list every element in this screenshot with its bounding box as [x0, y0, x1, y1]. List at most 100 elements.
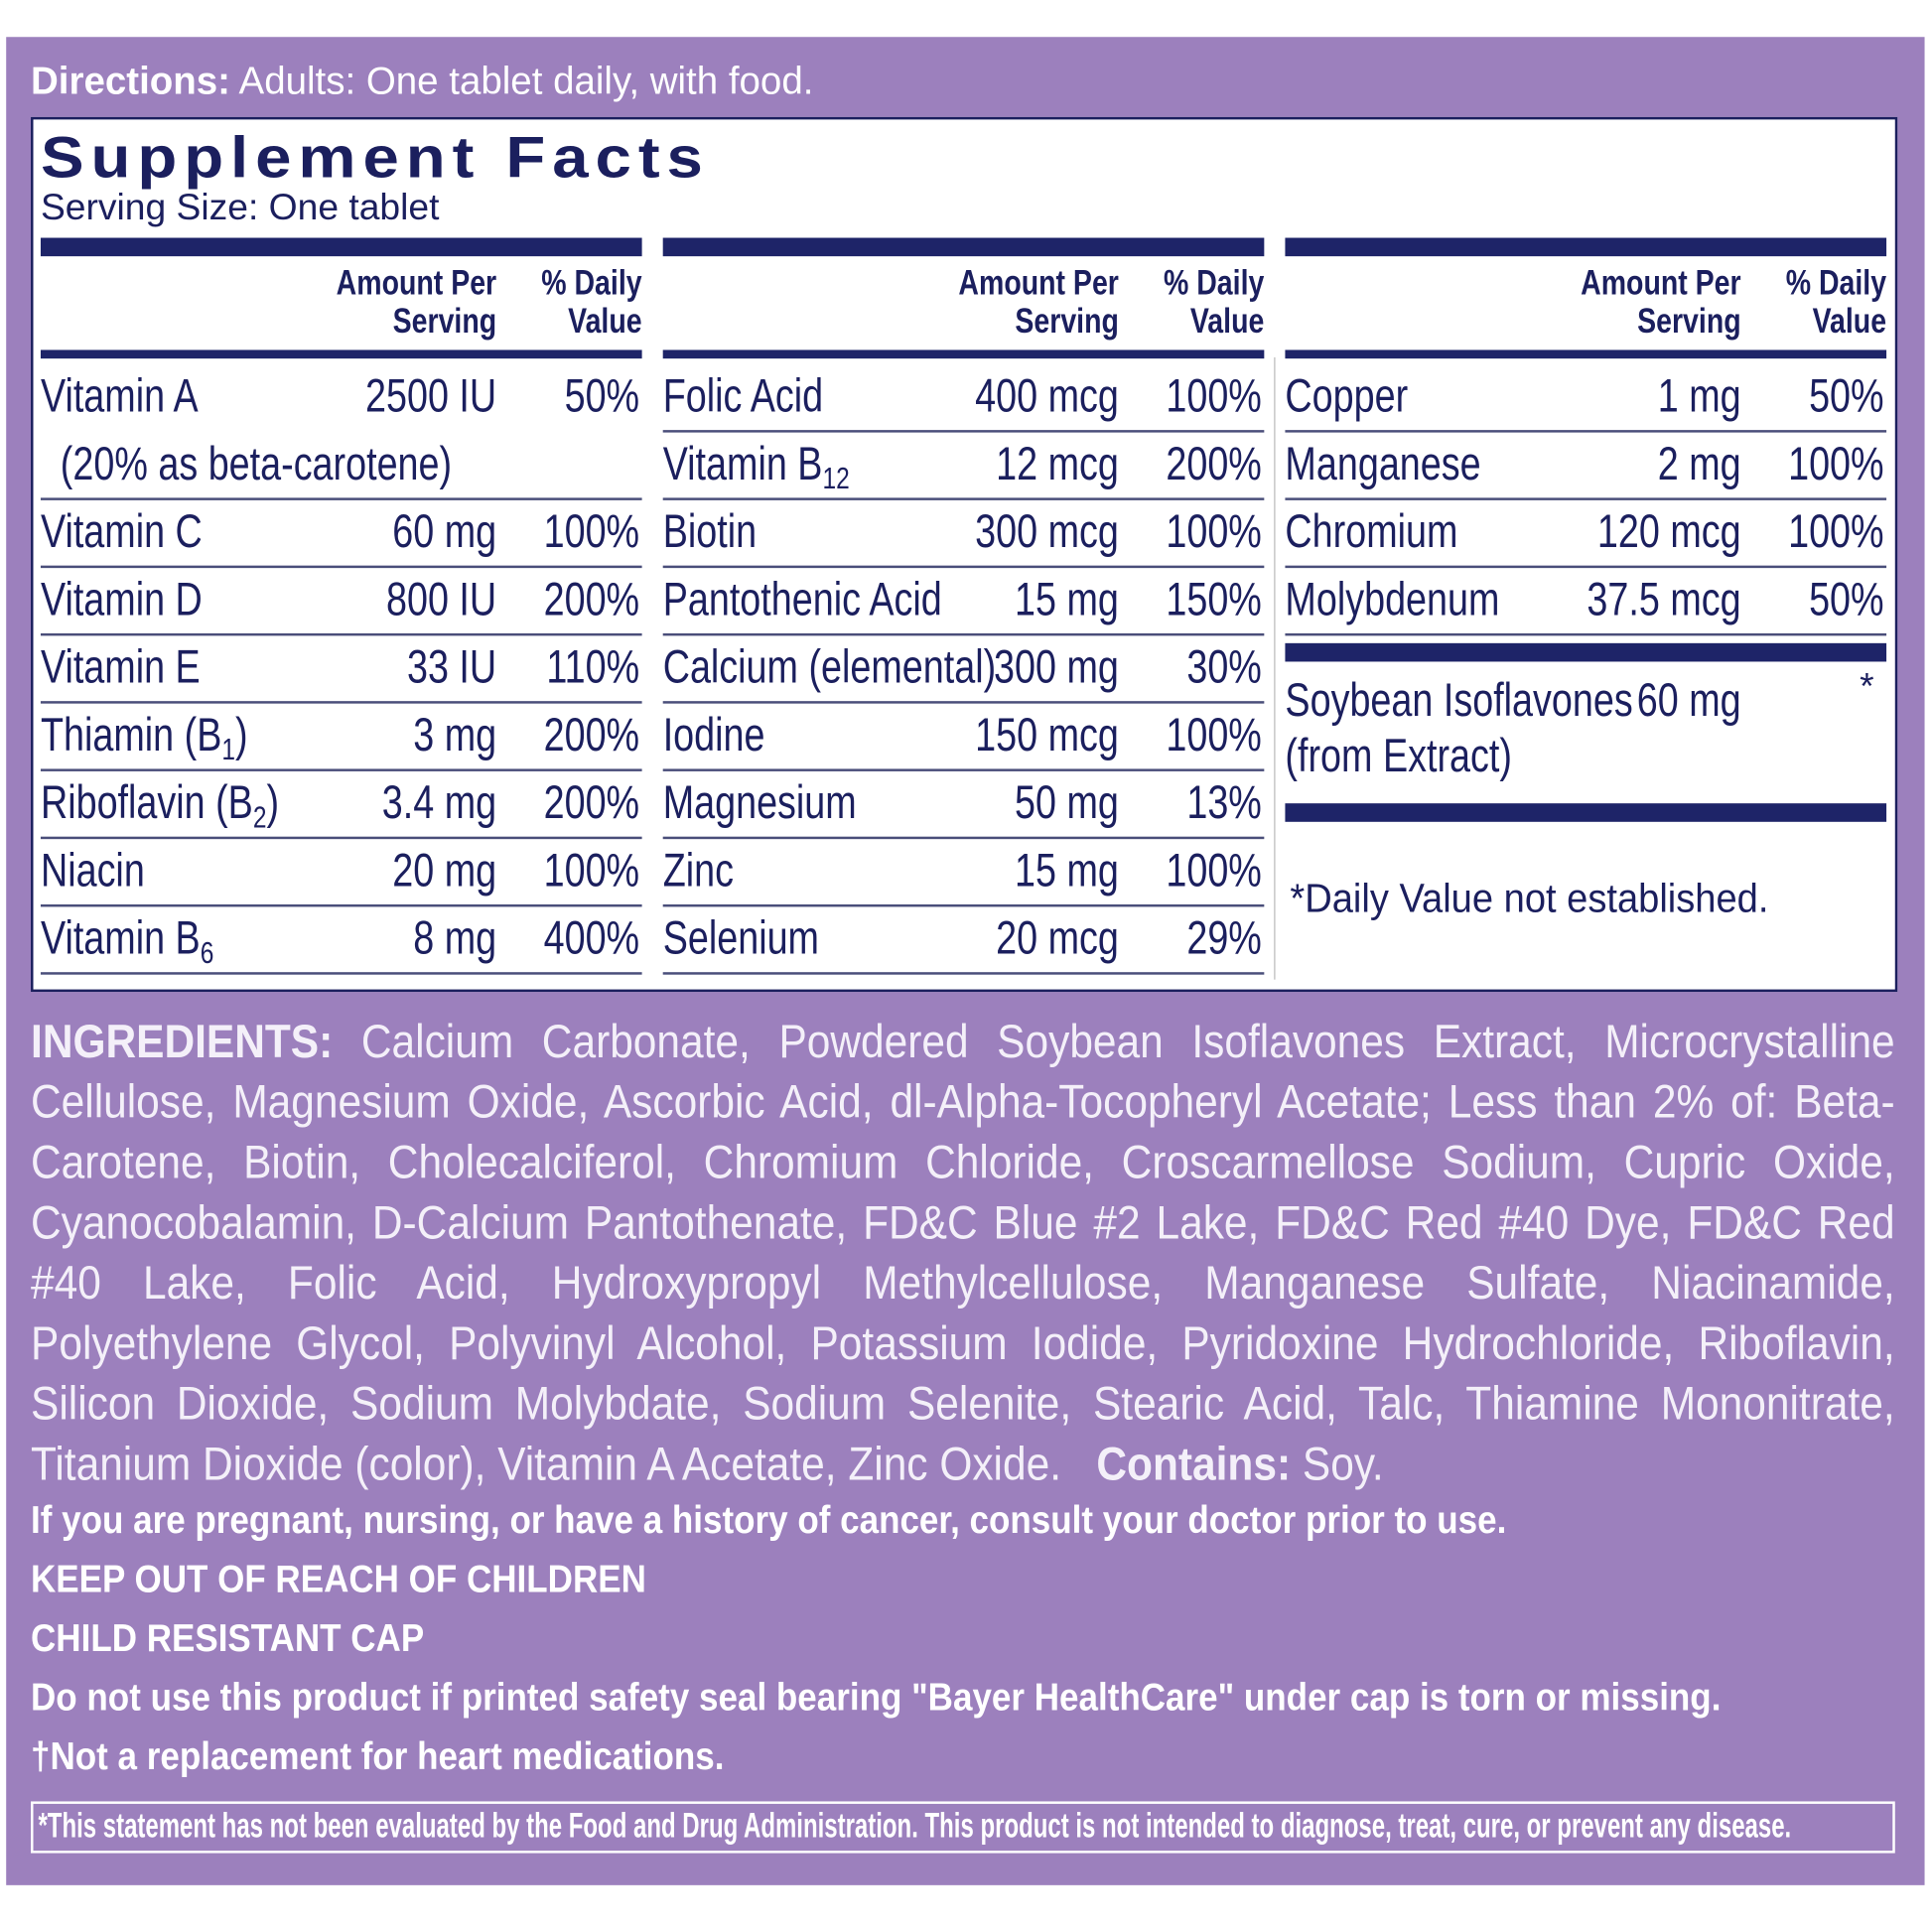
directions: Directions: Adults: One tablet daily, wi… [31, 60, 813, 104]
nutrient-note: (20% as beta-carotene) [60, 438, 453, 490]
daily-value: 200% [543, 709, 640, 761]
nutrient-name: Vitamin B6 [41, 905, 213, 973]
header-amount: Amount Per Serving [1581, 263, 1741, 341]
nutrient-name-text: Vitamin E [40, 641, 201, 694]
row-rule [662, 836, 1265, 840]
other-amount: 60 mg [1636, 675, 1741, 728]
nutrient-name: Vitamin D [41, 567, 203, 634]
nutrient-name: Zinc [663, 838, 734, 905]
header-bar [662, 349, 1265, 359]
daily-value: 100% [543, 845, 640, 897]
thick-bar [1285, 642, 1887, 662]
warning: KEEP OUT OF REACH OF CHILDREN [31, 1557, 646, 1601]
nutrient-subscript: 1 [221, 733, 235, 767]
nutrient-name-text: Pantothenic Acid [662, 574, 942, 626]
nutrient-name-text: Folic Acid [662, 370, 824, 423]
amount: 400 mcg [975, 370, 1119, 423]
row-rule [1285, 497, 1887, 500]
daily-value: 29% [1186, 912, 1262, 965]
nutrient-name: Niacin [41, 838, 145, 905]
daily-value: 100% [1166, 506, 1262, 559]
nutrient-name-text: Riboflavin (B [40, 777, 253, 830]
column-divider [1274, 356, 1276, 980]
header-daily-value: % Daily Value [1163, 263, 1265, 341]
daily-value: 200% [1166, 438, 1262, 490]
nutrient-subscript: 12 [822, 462, 850, 496]
amount: 60 mg [392, 506, 497, 559]
nutrient-name: Magnesium [663, 770, 857, 838]
amount: 800 IU [385, 574, 497, 626]
amount: 15 mg [1015, 845, 1119, 897]
nutrient-name: Chromium [1285, 499, 1457, 567]
nutrient-name-text: Magnesium [662, 777, 857, 830]
nutrient-name: Biotin [663, 499, 757, 567]
ingredients-text: Calcium Carbonate, Powdered Soybean Isof… [31, 1016, 1895, 1491]
row-rule [40, 565, 642, 569]
other-daily-value: * [1860, 666, 1874, 708]
nutrient-name: Vitamin A [41, 363, 199, 431]
nutrient-name: Vitamin E [41, 634, 201, 702]
nutrient-name-text: Calcium (elemental) [662, 641, 997, 694]
daily-value: 50% [1809, 370, 1884, 423]
row-rule [662, 972, 1265, 975]
thick-bar [1285, 237, 1887, 257]
serving-size: Serving Size: One tablet [40, 187, 440, 228]
amount: 50 mg [1015, 777, 1119, 830]
amount: 1 mg [1657, 370, 1741, 423]
row-rule [662, 701, 1265, 704]
nutrient-name: Pantothenic Acid [663, 567, 942, 634]
nutrient-name-text: Vitamin C [40, 506, 203, 559]
daily-value: 100% [1166, 370, 1262, 423]
nutrient-subscript: 6 [200, 936, 214, 971]
row-rule [1285, 632, 1887, 636]
daily-value: 100% [1166, 709, 1262, 761]
daily-value: 50% [1809, 574, 1884, 626]
nutrient-name: Manganese [1285, 431, 1480, 498]
row-rule [40, 903, 642, 907]
nutrient-name-tail: ) [266, 777, 280, 830]
nutrient-name-tail: ) [234, 709, 248, 761]
other-source: (from Extract) [1285, 730, 1512, 783]
daily-value: 110% [546, 641, 640, 694]
row-rule [40, 768, 642, 771]
nutrient-name: Iodine [663, 702, 765, 769]
nutrient-name-text: Chromium [1285, 506, 1458, 559]
amount: 2500 IU [365, 370, 497, 423]
contains-text: Soy. [1302, 1439, 1384, 1491]
row-rule [662, 497, 1265, 500]
header-amount: Amount Per Serving [958, 263, 1119, 341]
amount: 12 mcg [996, 438, 1119, 490]
row-rule [40, 972, 642, 975]
daily-value: 200% [543, 777, 640, 830]
disclaimer: *This statement has not been evaluated b… [38, 1806, 1792, 1845]
daily-value: 50% [564, 370, 640, 423]
facts-title: Supplement Facts [40, 124, 710, 191]
nutrient-name-text: Niacin [40, 845, 145, 897]
daily-value: 200% [543, 574, 640, 626]
nutrient-name-text: Vitamin B [662, 438, 823, 490]
nutrient-name-text: Vitamin A [40, 370, 199, 423]
amount: 3 mg [413, 709, 497, 761]
amount: 3.4 mg [381, 777, 497, 830]
nutrient-name: Selenium [663, 905, 819, 973]
amount: 2 mg [1657, 438, 1741, 490]
row-rule [1285, 430, 1887, 433]
nutrient-name-text: Manganese [1285, 438, 1481, 490]
header-daily-value: % Daily Value [1785, 263, 1887, 341]
nutrient-subscript: 2 [252, 801, 267, 835]
amount: 300 mg [994, 641, 1119, 694]
header-bar [40, 349, 642, 359]
nutrient-name: Vitamin C [41, 499, 203, 567]
header-amount: Amount Per Serving [336, 263, 497, 341]
row-rule [662, 565, 1265, 569]
daily-value: 30% [1186, 641, 1262, 694]
daily-value: 100% [1788, 438, 1884, 490]
ingredients-label: INGREDIENTS: [31, 1016, 334, 1069]
nutrient-name-text: Copper [1285, 370, 1409, 423]
nutrient-name-text: Thiamin (B [40, 709, 222, 761]
row-rule [40, 497, 642, 500]
nutrient-name-text: Zinc [662, 845, 734, 897]
daily-value: 13% [1186, 777, 1262, 830]
